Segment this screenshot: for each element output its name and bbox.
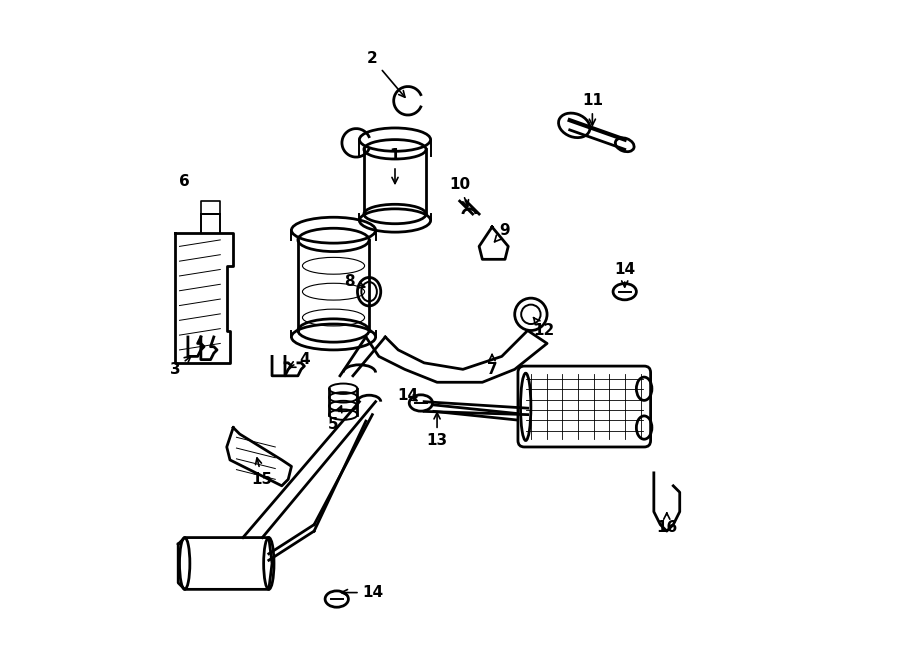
Text: 15: 15 (252, 458, 273, 487)
Text: 13: 13 (427, 412, 447, 448)
Text: 10: 10 (449, 177, 471, 206)
Text: 14: 14 (398, 388, 418, 403)
FancyBboxPatch shape (518, 366, 651, 447)
Text: 11: 11 (582, 93, 603, 125)
Text: 9: 9 (494, 223, 510, 242)
Text: 1: 1 (390, 148, 400, 184)
Text: 14: 14 (341, 585, 383, 600)
Text: 8: 8 (345, 274, 364, 290)
Text: 2: 2 (367, 51, 405, 97)
Text: 5: 5 (328, 406, 342, 432)
Text: 6: 6 (179, 174, 190, 189)
Text: 12: 12 (533, 318, 554, 338)
Text: 14: 14 (614, 262, 635, 287)
Text: 16: 16 (656, 513, 678, 535)
Text: 7: 7 (487, 354, 498, 377)
Text: 3: 3 (170, 356, 191, 377)
Text: 4: 4 (289, 352, 310, 368)
